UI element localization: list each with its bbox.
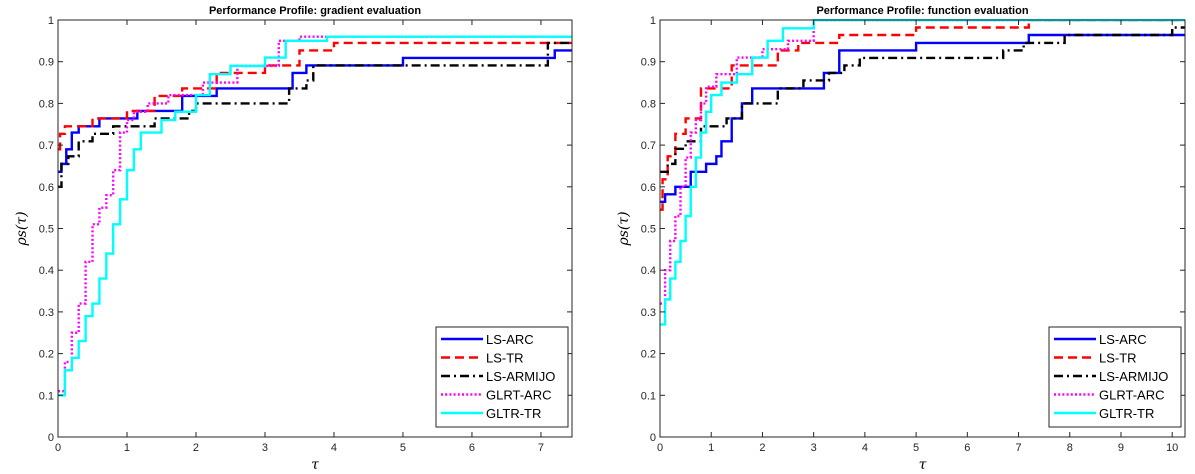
y-tick-label: 1: [650, 15, 656, 27]
legend-label: LS-TR: [486, 351, 524, 366]
x-axis-label: τ: [311, 457, 319, 473]
legend: LS-ARC LS-TR LS-ARMIJO GLRT-ARC GLTR-TR: [435, 326, 569, 428]
y-tick-label: 0.8: [39, 98, 54, 110]
x-tick-label: 7: [538, 442, 544, 454]
x-tick-label: 0: [55, 442, 61, 454]
y-tick-label: 0.7: [641, 140, 656, 152]
y-tick-label: 0.1: [39, 390, 54, 402]
legend-label: GLTR-TR: [1099, 406, 1154, 421]
chart-title: Performance Profile: gradient evaluation: [209, 5, 421, 17]
series-line-gltr-tr: [660, 19, 1185, 326]
x-tick-label: 5: [913, 442, 919, 454]
legend-box: [1048, 326, 1182, 428]
x-tick-label: 4: [862, 442, 868, 454]
x-tick-label: 5: [400, 442, 406, 454]
x-tick-label: 0: [657, 442, 663, 454]
x-tick-label: 6: [469, 442, 475, 454]
series-line-ls-armijo: [660, 26, 1185, 173]
y-tick-label: 0.4: [39, 265, 54, 277]
legend-box: [435, 326, 569, 428]
legend: LS-ARC LS-TR LS-ARMIJO GLRT-ARC GLTR-TR: [1048, 326, 1182, 428]
legend-label: GLRT-ARC: [486, 388, 552, 403]
x-tick-label: 4: [331, 442, 337, 454]
legend-label: LS-TR: [1099, 351, 1137, 366]
y-tick-label: 0.2: [641, 349, 656, 361]
series-line-gltr-tr: [58, 35, 572, 397]
legend-label: LS-ARC: [1099, 332, 1147, 347]
series-line-ls-armijo: [58, 41, 572, 188]
series-line-ls-tr: [660, 19, 1185, 211]
x-tick-label: 3: [262, 442, 268, 454]
series-group: [58, 35, 572, 397]
y-tick-label: 0.3: [641, 307, 656, 319]
legend-label: LS-ARC: [486, 332, 534, 347]
legend-label: LS-ARMIJO: [1099, 369, 1168, 384]
x-tick-label: 9: [1118, 442, 1124, 454]
x-tick-label: 6: [964, 442, 970, 454]
y-tick-label: 0.9: [641, 57, 656, 69]
y-tick-label: 0.6: [641, 182, 656, 194]
x-tick-label: 2: [193, 442, 199, 454]
y-tick-label: 0.7: [39, 140, 54, 152]
y-tick-label: 1: [48, 15, 54, 27]
y-tick-label: 0: [650, 432, 656, 444]
y-axis-label: ρs(τ): [616, 211, 632, 246]
y-tick-label: 0.1: [641, 390, 656, 402]
x-tick-label: 1: [124, 442, 130, 454]
gradient-evaluation-chart: Performance Profile: gradient evaluation…: [14, 5, 573, 473]
x-tick-label: 7: [1015, 442, 1021, 454]
legend-label: GLRT-ARC: [1099, 388, 1165, 403]
series-line-glrt-arc: [660, 19, 1185, 305]
x-axis-label: τ: [919, 457, 927, 473]
function-evaluation-chart: Performance Profile: function evaluation…: [616, 5, 1186, 473]
y-tick-label: 0.3: [39, 307, 54, 319]
y-tick-label: 0.2: [39, 349, 54, 361]
chart-title: Performance Profile: function evaluation: [816, 5, 1028, 17]
y-tick-label: 0.5: [641, 224, 656, 236]
y-tick-label: 0.9: [39, 57, 54, 69]
y-tick-label: 0.4: [641, 265, 656, 277]
x-tick-label: 2: [759, 442, 765, 454]
y-tick-label: 0.6: [39, 182, 54, 194]
y-tick-label: 0.5: [39, 224, 54, 236]
x-tick-label: 8: [1067, 442, 1073, 454]
y-tick-label: 0: [48, 432, 54, 444]
x-tick-label: 3: [811, 442, 817, 454]
y-tick-label: 0.8: [641, 98, 656, 110]
legend-label: LS-ARMIJO: [486, 369, 555, 384]
x-tick-label: 10: [1166, 442, 1178, 454]
legend-label: GLTR-TR: [486, 406, 541, 421]
x-tick-label: 1: [708, 442, 714, 454]
series-group: [660, 19, 1185, 326]
y-axis-label: ρs(τ): [14, 211, 30, 246]
